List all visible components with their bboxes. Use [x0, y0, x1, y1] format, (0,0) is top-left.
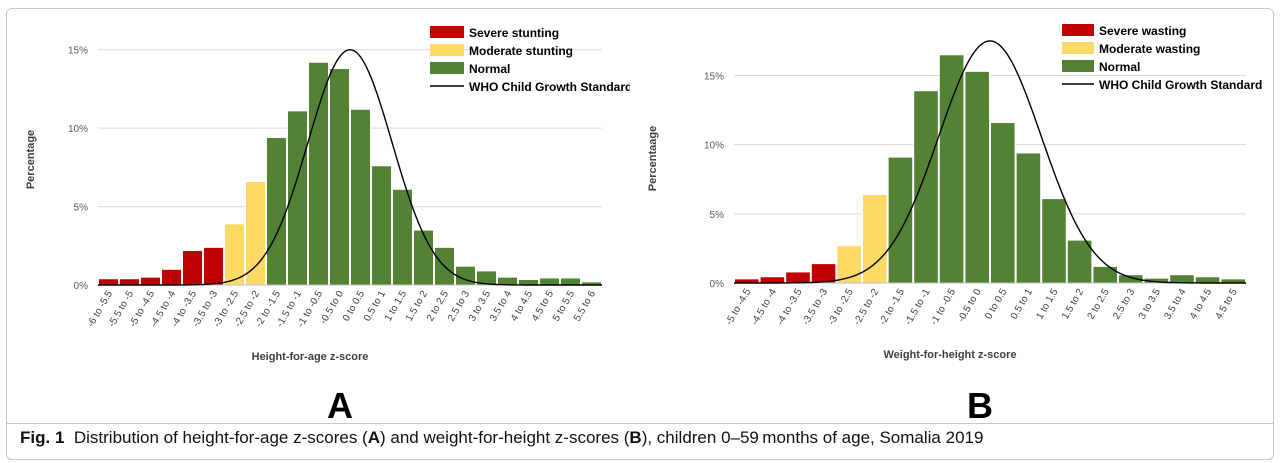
legend-swatch-normal [430, 62, 464, 74]
bar [1092, 265, 1118, 284]
x-tick-label: 3.5 to 4 [1162, 287, 1188, 322]
x-tick-label: 2.5 to 3 [1111, 287, 1137, 322]
caption-text-3: ), children 0–59 months of age, Somalia … [641, 428, 984, 447]
y-axis-label: Percentage [25, 130, 37, 189]
bar [1169, 274, 1195, 284]
bar [539, 277, 560, 286]
bar [119, 278, 140, 286]
y-tick-label: 5% [74, 203, 89, 214]
bar [913, 90, 939, 284]
bar [203, 246, 224, 286]
bar [140, 276, 161, 286]
legend-label: Normal [469, 62, 510, 76]
bar [560, 277, 581, 286]
bar [1194, 276, 1221, 284]
x-tick-label: 0 to 0.5 [983, 287, 1009, 322]
legend-label: Severe wasting [1099, 24, 1186, 38]
x-tick-label: 2 to 2.5 [1086, 287, 1112, 322]
bar [759, 276, 786, 284]
bar [98, 278, 119, 286]
legend-label: Normal [1099, 60, 1140, 74]
panel-label: A [327, 385, 353, 420]
x-tick-label: 0.5 to 1 [1009, 287, 1035, 322]
x-axis-label: Weight-for-height z-score [883, 349, 1016, 361]
bar [1066, 239, 1093, 284]
bar [887, 156, 914, 284]
bar [182, 249, 203, 286]
bar [266, 137, 287, 286]
bar [1015, 152, 1042, 284]
figure-caption: Fig. 1 Distribution of height-for-age z-… [20, 428, 983, 448]
x-tick-label: 4 to 4.5 [1188, 287, 1214, 322]
panel-label: B [967, 385, 993, 420]
y-tick-label: 0% [710, 279, 725, 290]
y-tick-label: 10% [704, 141, 724, 152]
bar [785, 271, 811, 284]
legend-swatch-severe [430, 26, 464, 38]
legend-label: Moderate stunting [469, 44, 573, 58]
x-tick-label: -0.5 to 0 [956, 287, 984, 325]
legend-label: Severe stunting [469, 26, 559, 40]
bar [497, 276, 518, 286]
bar [810, 263, 837, 284]
x-tick-label: 4.5 to 5 [1214, 287, 1240, 322]
figure-label: Fig. 1 [20, 428, 65, 447]
who-curve-line [98, 48, 602, 286]
bar [1041, 198, 1067, 284]
bar [224, 223, 245, 286]
caption-letter-b: B [629, 428, 642, 447]
bar [245, 180, 266, 286]
figure-frame [6, 8, 1274, 460]
x-tick-label: 1.5 to 2 [1060, 287, 1086, 322]
legend-label: WHO Child Growth Standard [1099, 78, 1262, 92]
bar [938, 54, 965, 284]
y-tick-label: 10% [68, 124, 88, 135]
bar [350, 108, 371, 286]
legend-label: WHO Child Growth Standard [469, 80, 630, 94]
x-tick-label: -1 to -0.5 [929, 287, 959, 328]
caption-text-2: ) and weight-for-height z-scores ( [379, 428, 630, 447]
caption-divider [6, 423, 1274, 424]
bar [964, 70, 990, 284]
x-tick-label: 3 to 3.5 [1137, 287, 1163, 322]
y-tick-label: 5% [710, 210, 725, 221]
x-axis-label: Height-for-age z-score [252, 351, 369, 363]
bar [413, 229, 434, 286]
legend-swatch-moderate [430, 44, 464, 56]
legend-swatch-moderate [1062, 42, 1094, 54]
bar [371, 165, 392, 286]
who-curve-line [734, 40, 1246, 284]
caption-text-1: Distribution of height-for-age z-scores … [73, 428, 368, 447]
y-tick-label: 15% [68, 46, 88, 57]
bar [329, 68, 350, 286]
bar [392, 188, 413, 286]
chart-panel-b: 0%5%10%15%-5 to -4.5-4.5 to -4-4 to -3.5… [647, 24, 1262, 420]
chart-panel-a: 0%5%10%15%-6 to -5.5-5.5 to -5-5 to -4.5… [25, 26, 630, 420]
bar [1118, 274, 1144, 284]
bar [161, 268, 182, 286]
bar [990, 122, 1016, 284]
legend-label: Moderate wasting [1099, 42, 1200, 56]
y-axis-label: Percentaage [647, 126, 659, 191]
bar [308, 61, 329, 286]
x-tick-label: 1 to 1.5 [1034, 287, 1060, 322]
legend-swatch-normal [1062, 60, 1094, 72]
bar [518, 279, 539, 286]
y-tick-label: 15% [704, 72, 724, 83]
y-tick-label: 0% [74, 281, 89, 292]
legend-swatch-severe [1062, 24, 1094, 36]
caption-letter-a: A [367, 428, 380, 447]
